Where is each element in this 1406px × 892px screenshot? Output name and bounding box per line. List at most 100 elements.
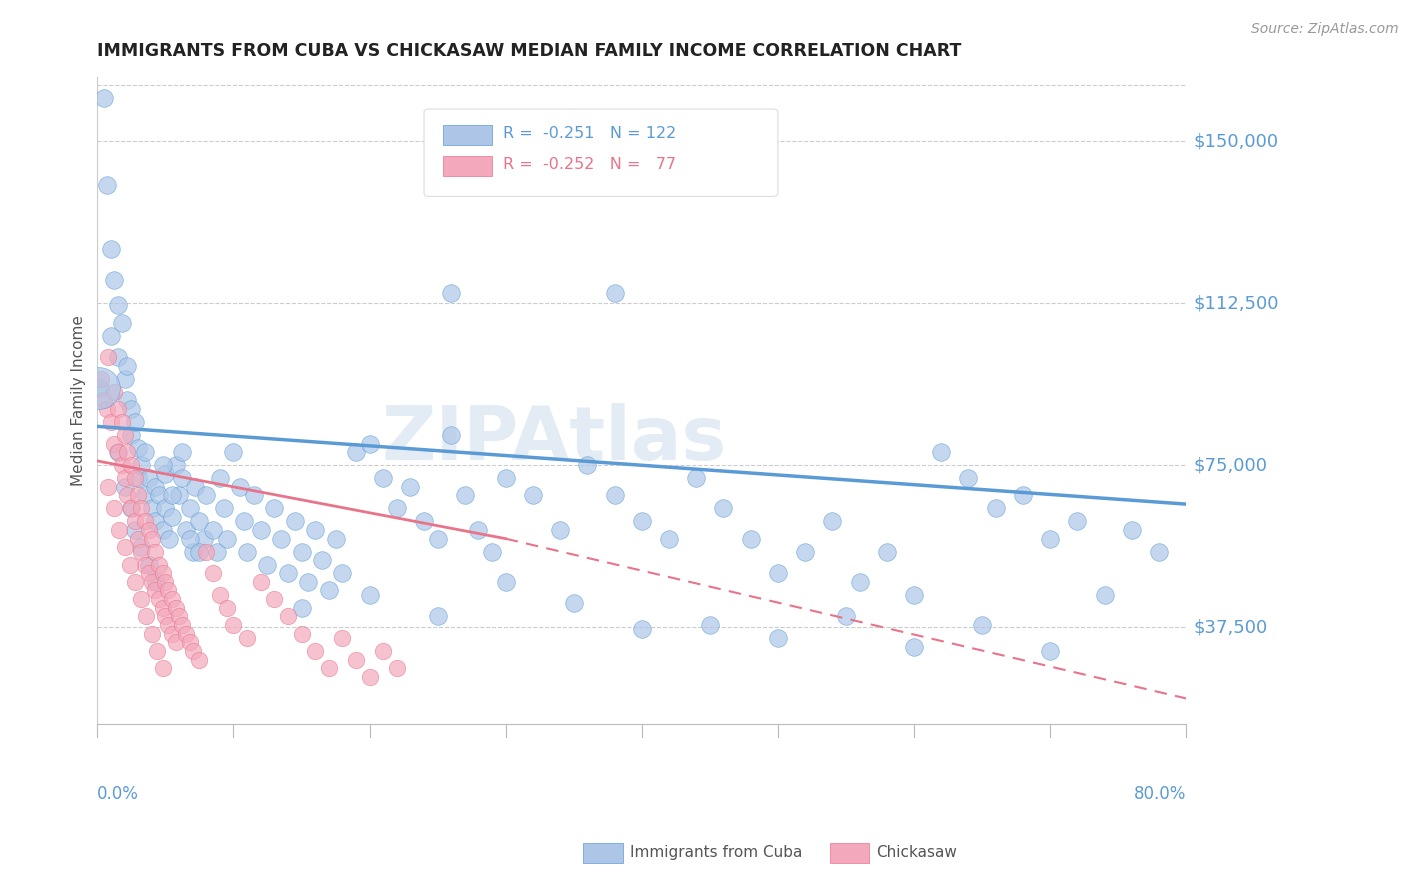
Point bbox=[96, 402, 118, 417]
Point bbox=[821, 515, 844, 529]
Point bbox=[562, 597, 585, 611]
Point bbox=[155, 501, 177, 516]
Point bbox=[1066, 515, 1088, 529]
Point bbox=[330, 631, 353, 645]
Point bbox=[699, 618, 721, 632]
Point bbox=[188, 544, 211, 558]
Point bbox=[193, 532, 215, 546]
Point bbox=[167, 609, 190, 624]
Point bbox=[107, 445, 129, 459]
Point bbox=[120, 428, 142, 442]
Point bbox=[152, 566, 174, 581]
Point bbox=[124, 515, 146, 529]
Point bbox=[413, 515, 436, 529]
Point bbox=[141, 626, 163, 640]
Point bbox=[215, 532, 238, 546]
Text: ZIPAtlas: ZIPAtlas bbox=[382, 403, 727, 475]
Point bbox=[117, 445, 139, 459]
Point bbox=[290, 600, 312, 615]
Point bbox=[93, 91, 115, 105]
Point bbox=[129, 541, 152, 555]
Point bbox=[426, 609, 449, 624]
Text: IMMIGRANTS FROM CUBA VS CHICKASAW MEDIAN FAMILY INCOME CORRELATION CHART: IMMIGRANTS FROM CUBA VS CHICKASAW MEDIAN… bbox=[97, 42, 962, 60]
Point bbox=[876, 544, 898, 558]
Point bbox=[970, 618, 993, 632]
Point bbox=[794, 544, 817, 558]
Point bbox=[111, 316, 134, 330]
Point bbox=[143, 544, 166, 558]
Point bbox=[256, 558, 278, 572]
Point bbox=[495, 574, 517, 589]
Point bbox=[848, 574, 870, 589]
Point bbox=[152, 458, 174, 473]
Point bbox=[984, 501, 1007, 516]
Point bbox=[138, 566, 160, 581]
Point bbox=[134, 445, 156, 459]
Point bbox=[127, 488, 149, 502]
Point bbox=[145, 574, 167, 589]
Point bbox=[713, 501, 735, 516]
Point bbox=[205, 544, 228, 558]
Point bbox=[1012, 488, 1035, 502]
Point bbox=[181, 644, 204, 658]
Point bbox=[93, 393, 115, 408]
Point bbox=[184, 480, 207, 494]
Point bbox=[630, 623, 652, 637]
Point bbox=[148, 558, 170, 572]
Point bbox=[165, 600, 187, 615]
Point bbox=[108, 523, 131, 537]
Text: R =  -0.252   N =   77: R = -0.252 N = 77 bbox=[503, 157, 676, 172]
Text: $75,000: $75,000 bbox=[1194, 456, 1267, 475]
Point bbox=[373, 644, 395, 658]
Point bbox=[148, 592, 170, 607]
Point bbox=[440, 285, 463, 300]
Point bbox=[129, 544, 152, 558]
Point bbox=[124, 471, 146, 485]
Y-axis label: Median Family Income: Median Family Income bbox=[72, 315, 86, 486]
Point bbox=[103, 501, 125, 516]
Point bbox=[141, 501, 163, 516]
Point bbox=[174, 626, 197, 640]
Point bbox=[114, 372, 136, 386]
Point bbox=[143, 583, 166, 598]
Bar bbox=[443, 125, 492, 145]
Point bbox=[100, 328, 122, 343]
Point bbox=[134, 488, 156, 502]
Point bbox=[222, 618, 245, 632]
Point bbox=[148, 488, 170, 502]
Point bbox=[249, 574, 271, 589]
Point bbox=[903, 588, 925, 602]
Point bbox=[146, 644, 169, 658]
Point bbox=[1094, 588, 1116, 602]
Point bbox=[103, 272, 125, 286]
Point bbox=[141, 532, 163, 546]
Point bbox=[181, 544, 204, 558]
Point bbox=[97, 480, 120, 494]
Point bbox=[103, 436, 125, 450]
Point bbox=[311, 553, 333, 567]
Point bbox=[120, 501, 142, 516]
Point bbox=[167, 488, 190, 502]
Point bbox=[263, 501, 285, 516]
Point bbox=[548, 523, 571, 537]
Text: Source: ZipAtlas.com: Source: ZipAtlas.com bbox=[1251, 22, 1399, 37]
Point bbox=[208, 471, 231, 485]
Point bbox=[103, 384, 125, 399]
Point bbox=[373, 471, 395, 485]
Point bbox=[117, 488, 139, 502]
Point bbox=[152, 523, 174, 537]
Point bbox=[215, 600, 238, 615]
Point bbox=[233, 515, 256, 529]
Point bbox=[152, 600, 174, 615]
Point bbox=[359, 588, 381, 602]
Point bbox=[170, 445, 193, 459]
Point bbox=[297, 574, 319, 589]
Point bbox=[454, 488, 477, 502]
Point bbox=[114, 480, 136, 494]
Point bbox=[155, 609, 177, 624]
Point bbox=[318, 661, 340, 675]
Point bbox=[222, 445, 245, 459]
Point bbox=[138, 471, 160, 485]
Point bbox=[202, 566, 225, 581]
Point bbox=[117, 359, 139, 373]
